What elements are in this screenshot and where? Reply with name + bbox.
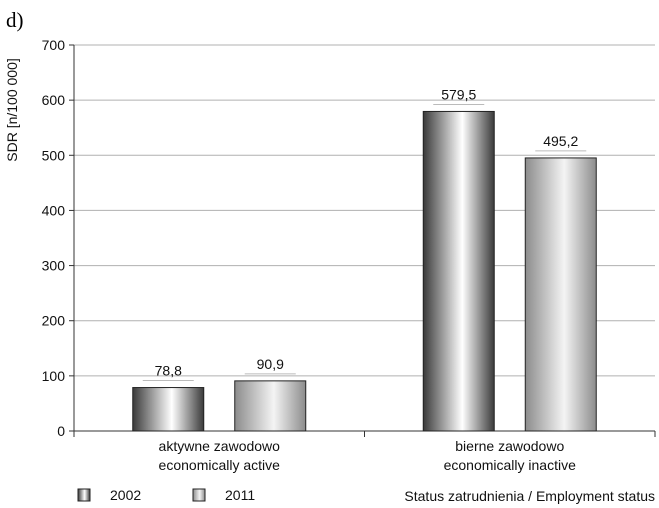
x-axis-title: Status zatrudnienia / Employment status xyxy=(404,488,655,504)
x-category-label: economically active xyxy=(159,457,281,473)
bar-2002-1 xyxy=(422,110,495,432)
legend-label-2011: 2011 xyxy=(225,487,255,503)
y-tick-label: 200 xyxy=(42,313,66,329)
y-tick-label: 300 xyxy=(42,258,66,274)
y-tick-label: 600 xyxy=(42,92,66,108)
bar-2011-1 xyxy=(524,157,597,432)
data-label: 78,8 xyxy=(155,363,182,379)
panel-label: d) xyxy=(6,8,24,32)
y-tick-label: 700 xyxy=(42,37,66,53)
labels: 0 100 200 300 400 500 600 700 78,8 90,9 aktywne za… xyxy=(42,37,587,473)
x-category-label: economically inactive xyxy=(444,457,576,473)
legend-swatch-2002 xyxy=(77,488,91,502)
y-axis-title: SDR [n/100 000] xyxy=(4,58,20,162)
bar-2002-0 xyxy=(132,387,205,432)
data-label: 90,9 xyxy=(257,356,284,372)
y-tick-label: 500 xyxy=(42,147,66,163)
y-tick-label: 400 xyxy=(42,202,66,218)
y-tick-label: 0 xyxy=(57,423,65,439)
x-category-label: bierne zawodowo xyxy=(455,438,564,454)
data-label: 495,2 xyxy=(543,133,578,149)
legend: 2002 2011 xyxy=(77,487,255,503)
legend-swatch-2011 xyxy=(192,488,206,502)
x-category-label: aktywne zawodowo xyxy=(159,438,281,454)
data-label: 579,5 xyxy=(441,86,476,102)
bars xyxy=(132,110,597,432)
legend-label-2002: 2002 xyxy=(110,487,141,503)
bar-2011-0 xyxy=(234,380,307,432)
y-tick-label: 100 xyxy=(42,368,66,384)
